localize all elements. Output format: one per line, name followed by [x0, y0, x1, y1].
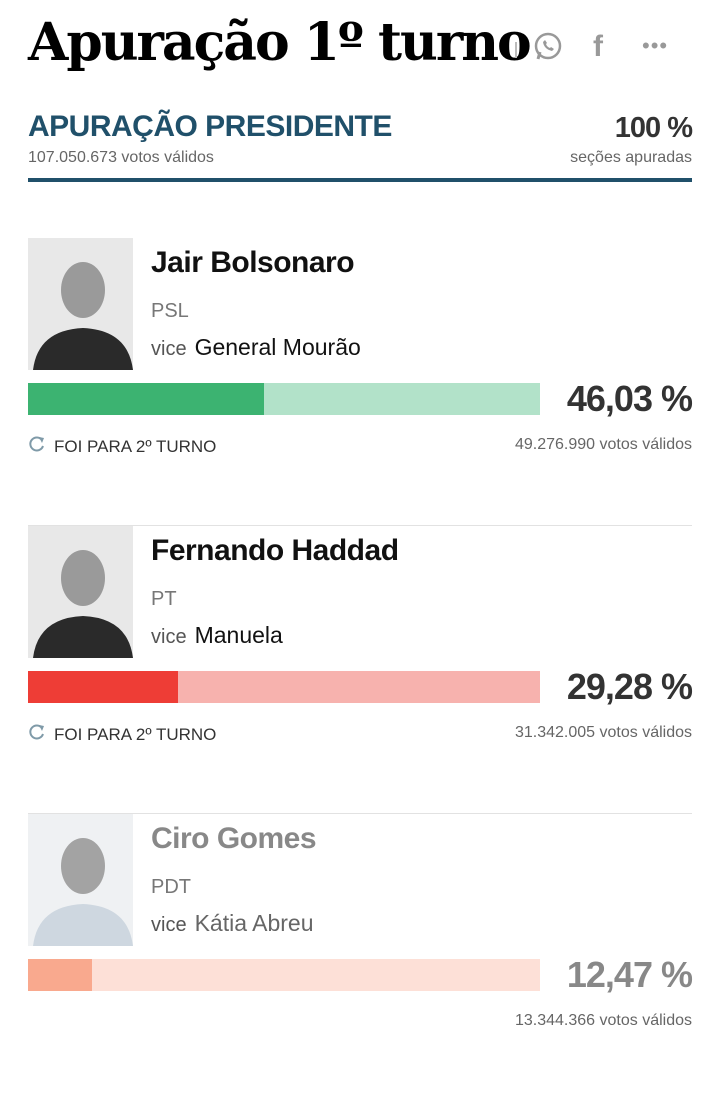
results-header: APURAÇÃO PRESIDENTE 107.050.673 votos vá… — [28, 110, 693, 182]
vice-name: General Mourão — [194, 334, 361, 360]
candidate-votes: 49.276.990 votos válidos — [514, 436, 692, 453]
vote-bar-fill — [28, 383, 264, 415]
candidate-party: PDT — [151, 876, 191, 898]
sections-label: seções apuradas — [570, 149, 692, 166]
vice-label: vice — [151, 914, 187, 936]
page-title: Apuração 1º turno — [28, 12, 532, 73]
vice-name: Kátia Abreu — [194, 910, 314, 936]
candidate-party: PSL — [151, 300, 189, 322]
vote-percent: 46,03 % — [566, 378, 693, 419]
candidate-photo — [28, 814, 133, 946]
vote-percent: 12,47 % — [566, 954, 693, 995]
facebook-icon[interactable]: f — [593, 30, 603, 63]
status-label: FOI PARA 2º TURNO — [54, 436, 217, 456]
vote-bar-fill — [28, 671, 178, 703]
vote-bar-track — [28, 383, 540, 415]
vote-bar-track — [28, 959, 540, 991]
vice-label: vice — [151, 626, 187, 648]
vote-bar-fill — [28, 959, 92, 991]
more-icon[interactable]: ••• — [642, 33, 669, 58]
vice-label: vice — [151, 338, 187, 360]
candidate-name: Fernando Haddad — [151, 534, 399, 567]
candidate-photo — [28, 238, 133, 370]
candidate-name: Ciro Gomes — [151, 822, 317, 855]
candidate-photo — [28, 526, 133, 658]
vote-bar-track — [28, 671, 540, 703]
refresh-icon — [28, 435, 46, 458]
candidate-party: PT — [151, 588, 177, 610]
divider — [515, 42, 517, 58]
candidate-name: Jair Bolsonaro — [151, 246, 355, 279]
sections-percent: 100 % — [614, 112, 693, 144]
vote-percent: 29,28 % — [566, 666, 693, 707]
candidate-votes: 13.344.366 votos válidos — [514, 1012, 692, 1029]
candidate-votes: 31.342.005 votos válidos — [514, 724, 692, 741]
status-label: FOI PARA 2º TURNO — [54, 724, 217, 744]
section-title: APURAÇÃO PRESIDENTE — [28, 110, 392, 143]
candidate-card: Jair Bolsonaro PSL vice General Mourão 46… — [28, 238, 693, 526]
total-votes: 107.050.673 votos válidos — [28, 149, 214, 166]
vice-name: Manuela — [194, 622, 283, 648]
whatsapp-icon[interactable] — [533, 32, 563, 62]
refresh-icon — [28, 723, 46, 746]
candidate-card: Ciro Gomes PDT vice Kátia Abreu 12,47 % 1… — [28, 814, 693, 1102]
candidate-card: Fernando Haddad PT vice Manuela 29,28 % F… — [28, 526, 693, 814]
